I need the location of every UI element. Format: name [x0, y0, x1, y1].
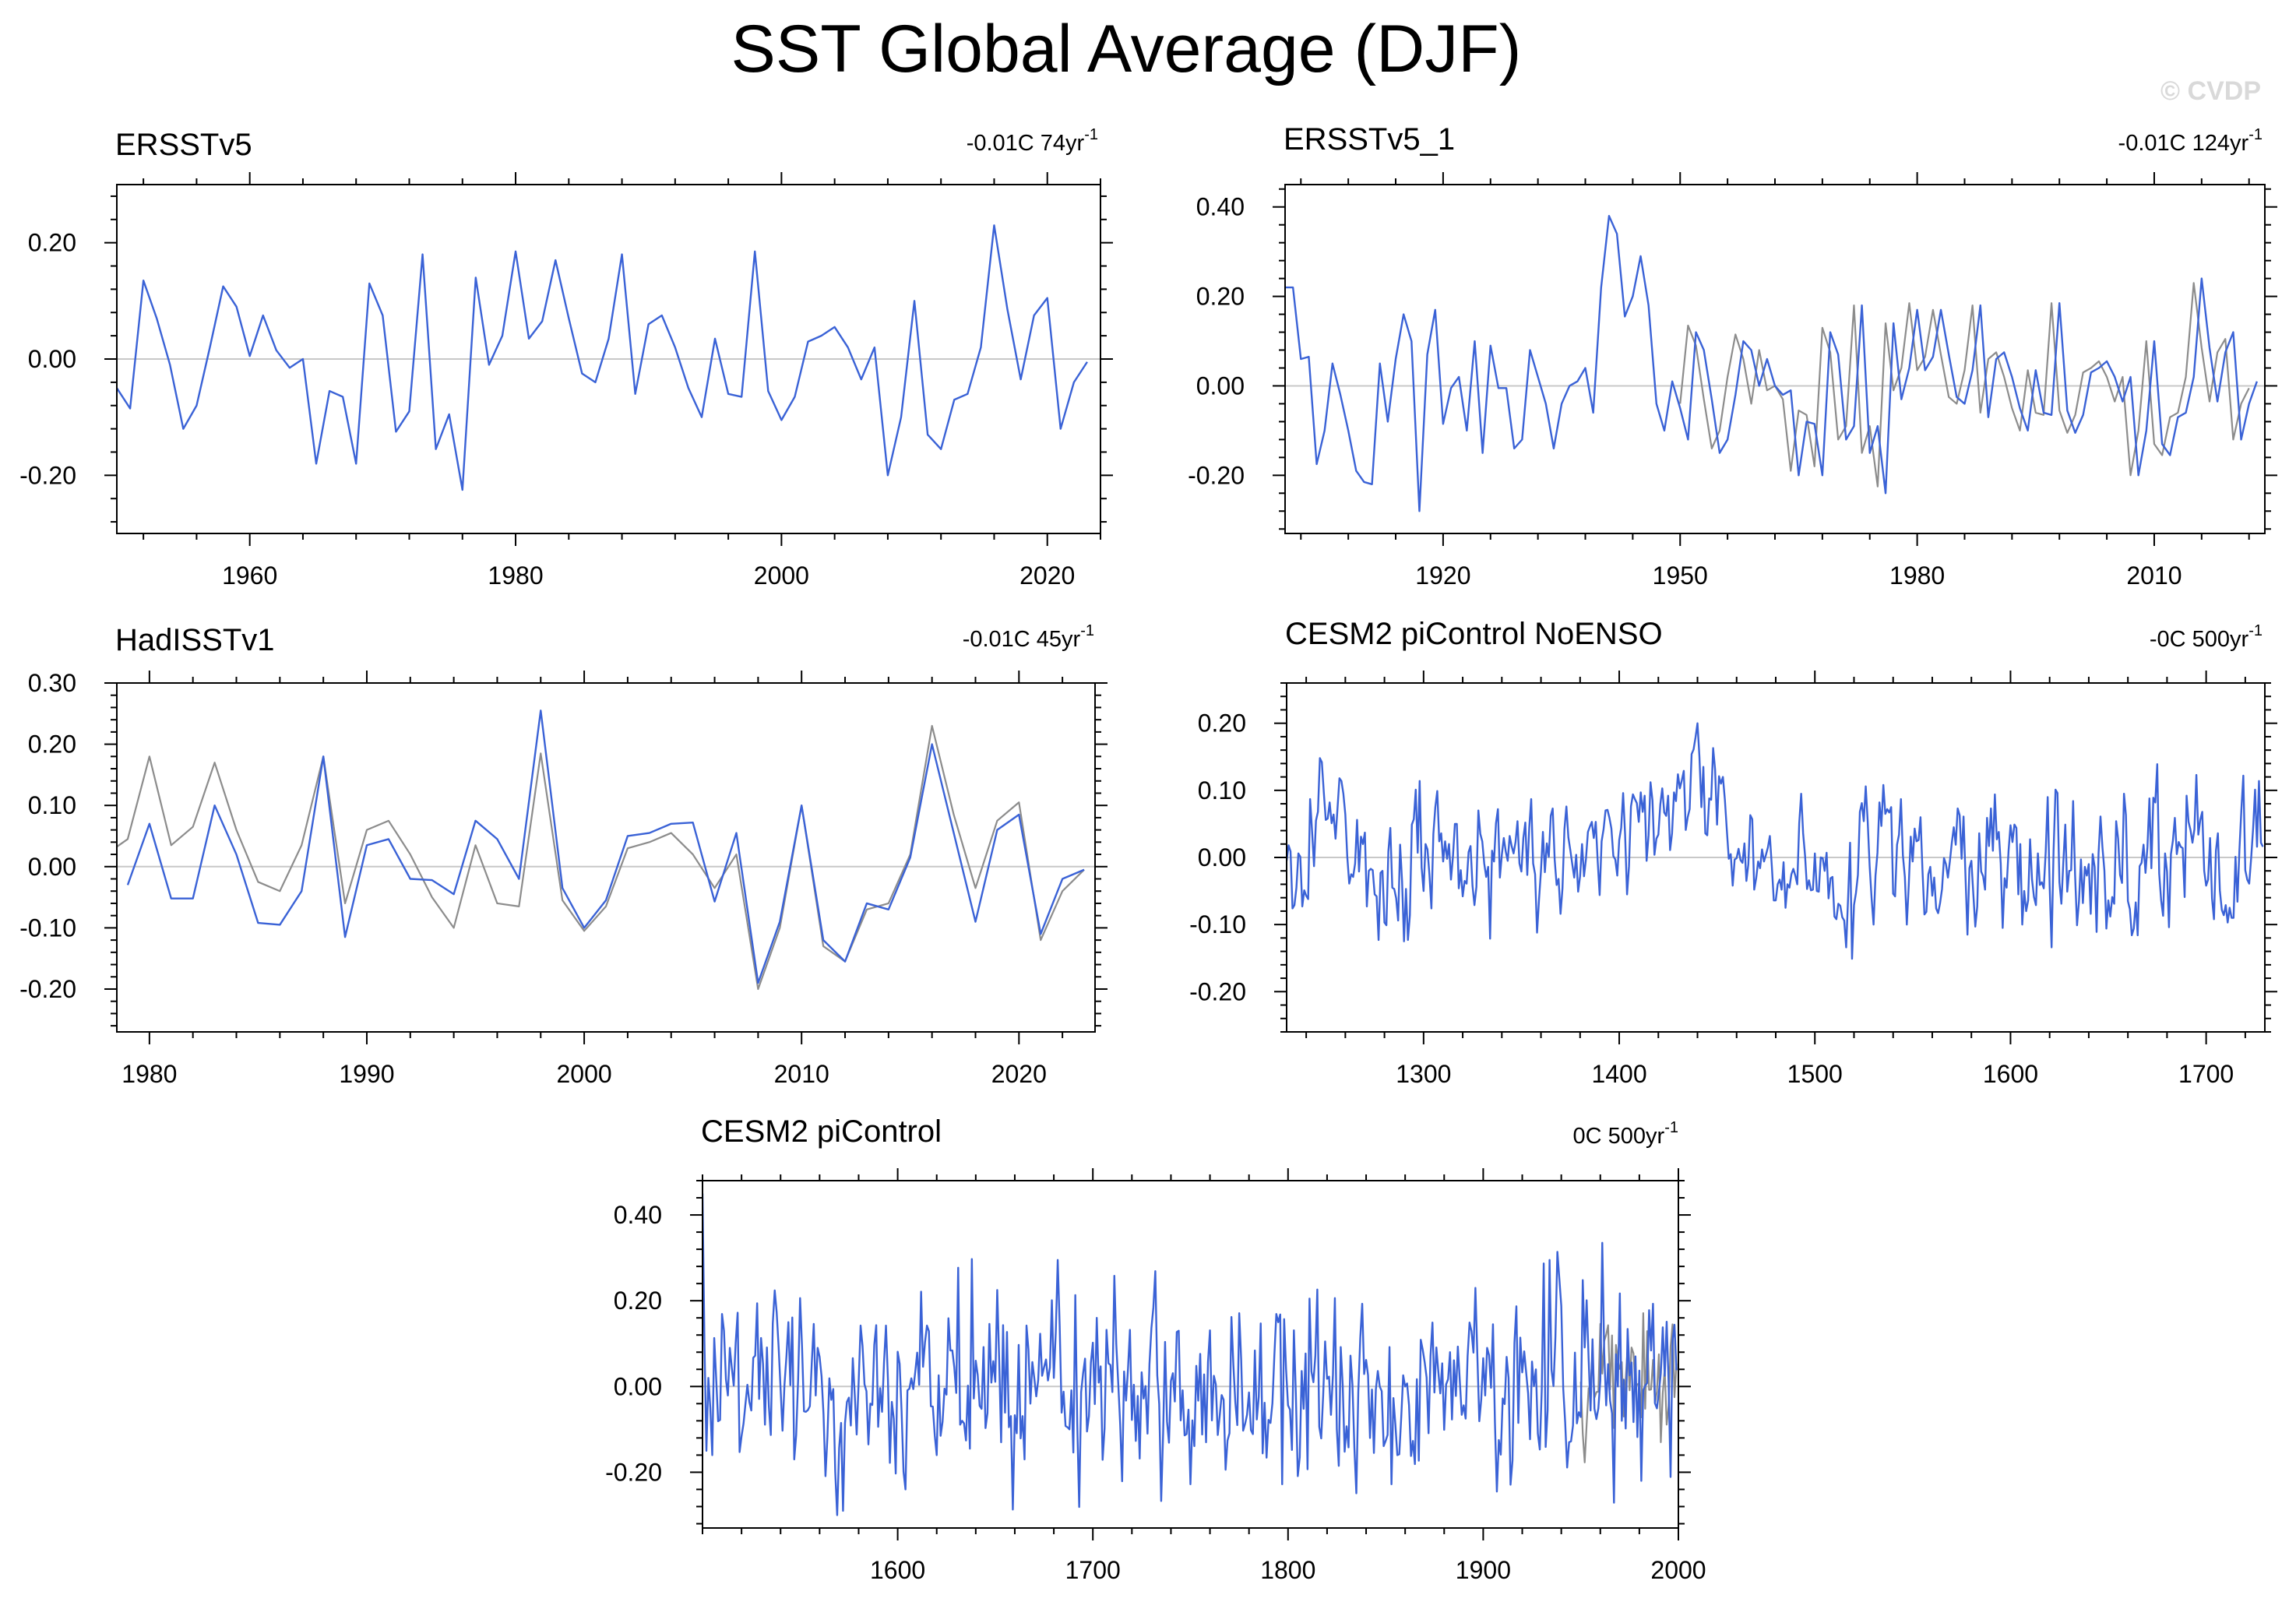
y-tick-label: 0.00: [614, 1372, 662, 1400]
panel-title: ERSSTv5: [115, 128, 252, 162]
plot-area: [117, 709, 1085, 991]
panel-title: CESM2 piControl NoENSO: [1285, 617, 1663, 651]
x-tick-label: 1400: [1591, 1060, 1646, 1088]
x-tick-label: 2000: [754, 562, 809, 590]
y-tick-label: 0.20: [1196, 283, 1245, 311]
trend-label: -0.01C 45yr-1: [963, 622, 1094, 652]
y-tick-label: 0.10: [1198, 776, 1246, 804]
panel-hadisstv1: HadISSTv1 -0.01C 45yr-1 1980 1990 2000 2010…: [19, 622, 1108, 1088]
trend-value: -0C 500yr: [2150, 627, 2249, 652]
y-tick-label: 0.40: [614, 1201, 662, 1229]
x-tick-label: 1990: [339, 1060, 394, 1088]
y-tick-label: -0.10: [1189, 910, 1246, 938]
x-tick-label: 2000: [1650, 1556, 1706, 1584]
y-tick-label: 0.00: [1198, 843, 1246, 871]
trend-label: -0.01C 124yr-1: [2118, 126, 2263, 156]
trend-value: -0.01C 74yr: [967, 131, 1085, 156]
y-tick-label: 0.10: [28, 791, 76, 819]
trend-exponent: -1: [1664, 1119, 1678, 1136]
x-tick-label: 1980: [121, 1060, 177, 1088]
plot-area: [117, 224, 1088, 491]
trend-exponent: -1: [1080, 622, 1094, 639]
y-tick-label: -0.20: [1188, 461, 1245, 489]
plot-frame: [702, 1180, 1679, 1529]
trend-label: -0.01C 74yr-1: [967, 126, 1098, 156]
y-tick-label: 0.30: [28, 669, 76, 697]
x-tick-label: 2020: [991, 1060, 1047, 1088]
axis-ticks: [104, 172, 1113, 546]
x-tick-label: 1900: [1456, 1556, 1511, 1584]
x-tick-label: 1920: [1415, 562, 1470, 590]
series-line-cesm2_picontrol: [703, 1193, 1678, 1516]
y-tick-label: -0.20: [19, 975, 76, 1003]
y-tick-label: 0.20: [614, 1287, 662, 1315]
x-tick-label: 1800: [1260, 1556, 1315, 1584]
reference-line-hadisstv1: [117, 724, 1085, 991]
axis-ticks: [1273, 172, 2277, 546]
cvdp-watermark: © CVDP: [2160, 76, 2261, 106]
trend-label: -0C 500yr-1: [2150, 622, 2263, 652]
x-tick-label: 2010: [774, 1060, 829, 1088]
trend-exponent: -1: [2248, 126, 2263, 143]
panel-cesm2-picontrol-noenso: CESM2 piControl NoENSO -0C 500yr-1 1300 1…: [1189, 617, 2277, 1088]
panel-ersstv5-1: ERSSTv5_1 -0.01C 124yr-1 1920 1950 1980 201…: [1188, 122, 2277, 590]
y-tick-label: -0.20: [19, 461, 76, 489]
y-tick-label: 0.40: [1196, 193, 1245, 221]
x-tick-label: 2000: [556, 1060, 611, 1088]
figure-title: SST Global Average (DJF): [731, 12, 1522, 86]
trend-value: -0.01C 124yr: [2118, 131, 2249, 156]
panel-ersstv5: ERSSTv5 -0.01C 74yr-1 1960 1980 2000 2020 -0…: [19, 126, 1113, 590]
series-line-cesm2_noenso: [1287, 722, 2264, 960]
y-tick-label: 0.20: [28, 731, 76, 759]
y-tick-label: -0.10: [19, 914, 76, 942]
x-tick-label: 1500: [1787, 1060, 1843, 1088]
trend-value: 0C 500yr: [1573, 1124, 1665, 1149]
y-tick-label: 0.00: [28, 853, 76, 881]
series-line-ersstv5: [117, 224, 1088, 491]
y-tick-label: 0.00: [28, 345, 76, 373]
trend-label: 0C 500yr-1: [1573, 1119, 1678, 1149]
x-tick-label: 1600: [870, 1556, 925, 1584]
axis-ticks: [104, 671, 1108, 1044]
axis-ticks: [1274, 671, 2277, 1044]
plot-area: [1287, 722, 2264, 960]
y-tick-label: 0.20: [28, 229, 76, 257]
plot-area: [703, 1193, 1678, 1516]
y-tick-label: 0.00: [1196, 371, 1245, 400]
x-tick-label: 2010: [2126, 562, 2182, 590]
panel-title: HadISSTv1: [115, 623, 275, 657]
x-tick-label: 1960: [222, 562, 277, 590]
x-tick-label: 1700: [2178, 1060, 2234, 1088]
plot-frame: [116, 682, 1096, 1033]
trend-value: -0.01C 45yr: [963, 627, 1081, 652]
x-tick-label: 1950: [1653, 562, 1708, 590]
plot-area: [1285, 215, 2258, 512]
trend-exponent: -1: [2248, 622, 2263, 639]
panel-title: ERSSTv5_1: [1284, 122, 1455, 157]
y-tick-label: 0.20: [1198, 709, 1246, 738]
x-tick-label: 1700: [1065, 1556, 1121, 1584]
trend-exponent: -1: [1084, 126, 1098, 143]
series-line-hadisstv1: [126, 709, 1085, 984]
axis-ticks: [690, 1168, 1691, 1540]
x-tick-label: 2020: [1019, 562, 1075, 590]
x-tick-label: 1980: [488, 562, 543, 590]
y-tick-label: -0.20: [1189, 977, 1246, 1005]
series-line-ersstv5_1: [1285, 215, 2258, 512]
panel-title: CESM2 piControl: [701, 1114, 942, 1149]
x-tick-label: 1600: [1983, 1060, 2038, 1088]
x-tick-label: 1980: [1889, 562, 1945, 590]
x-tick-label: 1300: [1396, 1060, 1451, 1088]
y-tick-label: -0.20: [605, 1458, 662, 1486]
panel-cesm2-picontrol: CESM2 piControl 0C 500yr-1 1600 1700 1800 1…: [605, 1114, 1706, 1584]
